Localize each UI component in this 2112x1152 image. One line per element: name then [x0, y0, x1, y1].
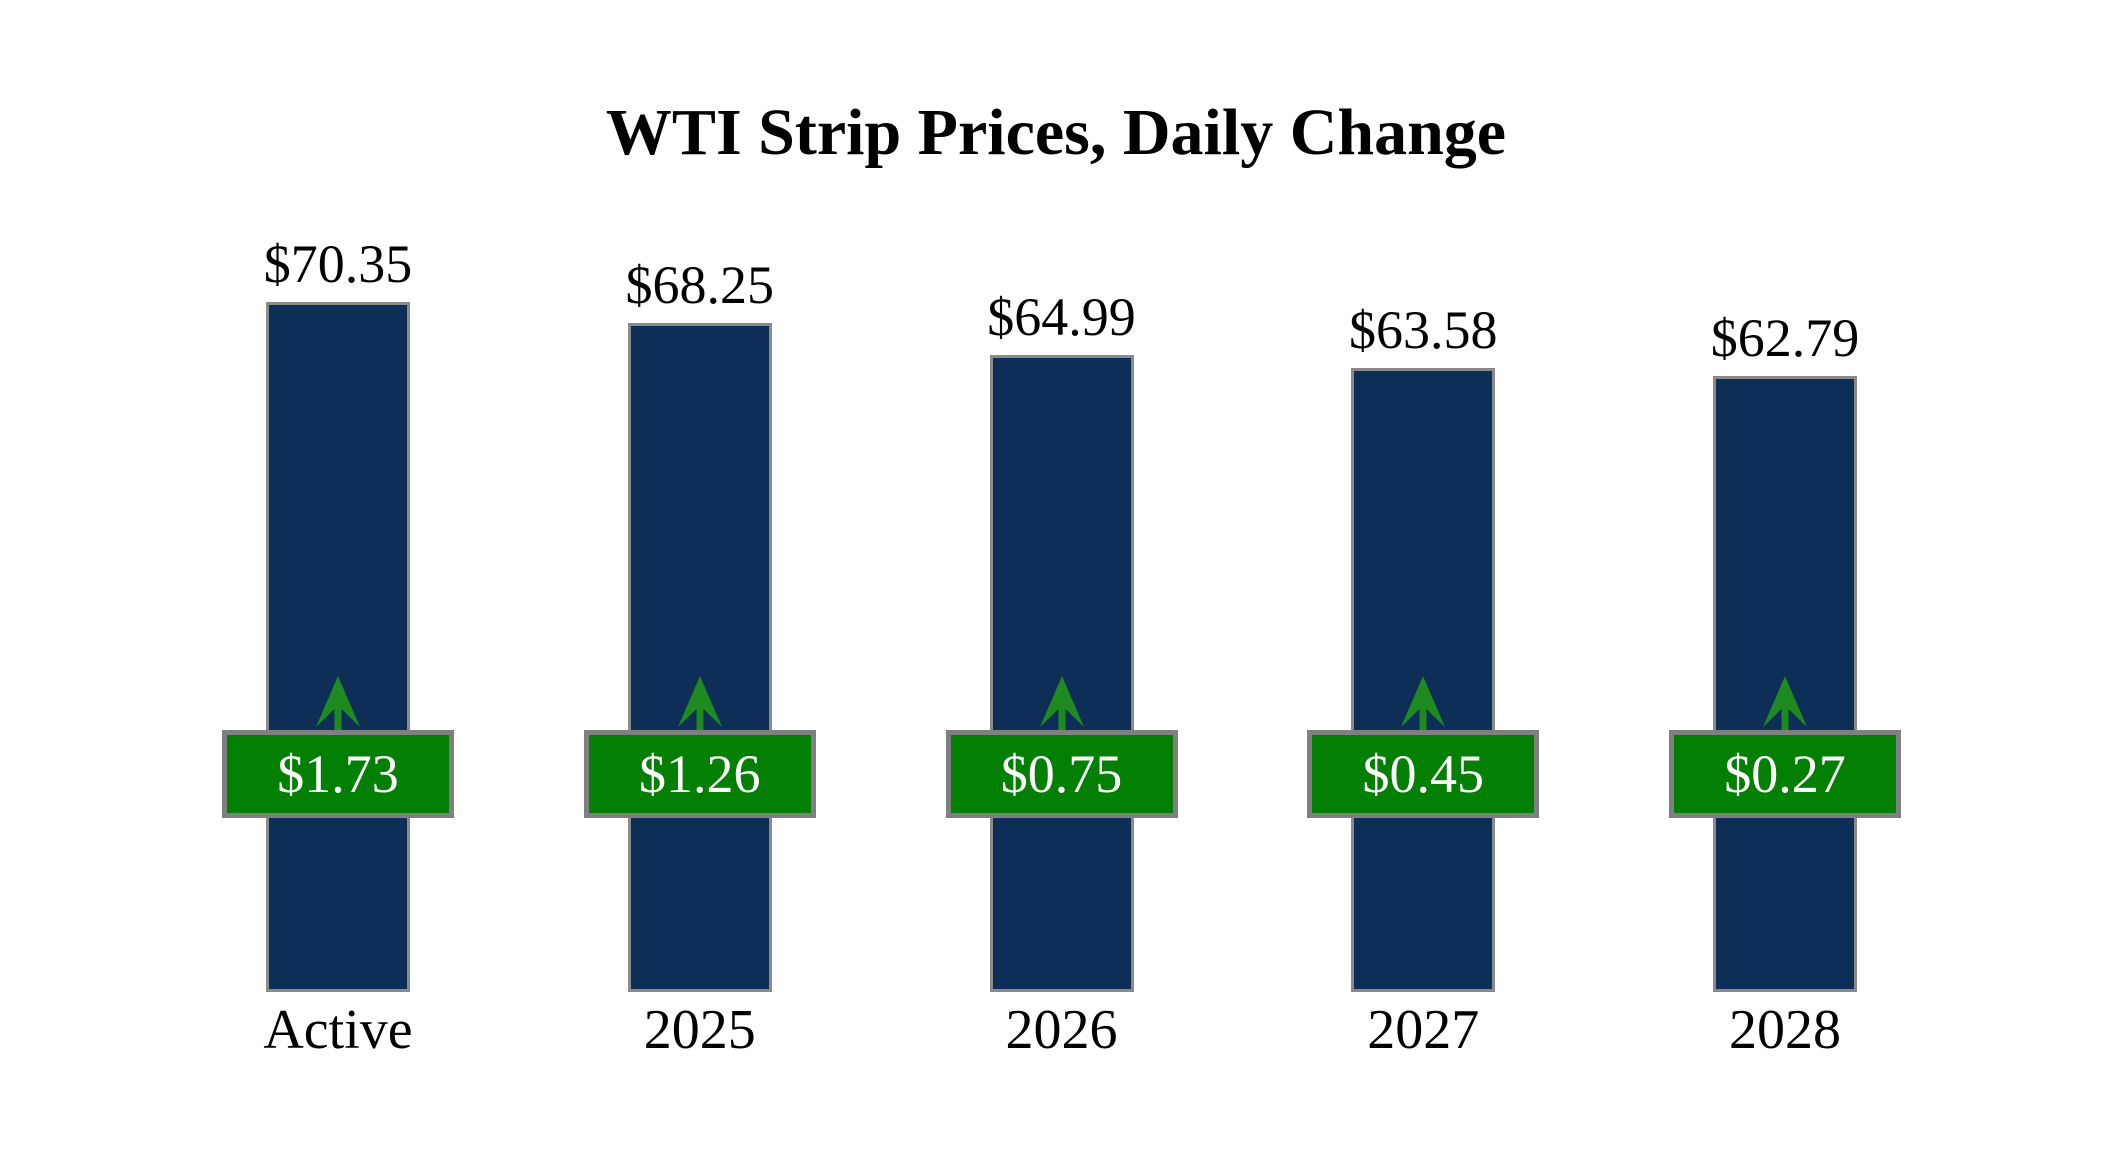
- category-label: 2025: [643, 999, 756, 1061]
- category-label: Active: [263, 999, 413, 1061]
- up-arrow-icon: [1401, 676, 1446, 733]
- price-bar: [266, 302, 410, 992]
- up-arrow-icon: [677, 676, 722, 733]
- change-badge: $0.75: [945, 730, 1178, 818]
- price-bar: [1351, 368, 1496, 992]
- change-badge: $1.73: [222, 730, 454, 818]
- price-bar: [627, 323, 772, 992]
- price-label: $64.99: [987, 287, 1136, 347]
- price-bar: [989, 355, 1134, 992]
- change-badge: $0.45: [1307, 730, 1540, 818]
- category-label: 2028: [1729, 999, 1841, 1061]
- price-label: $70.35: [263, 234, 413, 294]
- change-label: $0.45: [1362, 744, 1485, 804]
- change-label: $0.27: [1724, 744, 1846, 804]
- price-label: $63.58: [1349, 300, 1498, 360]
- change-badge: $1.26: [583, 730, 816, 818]
- chart-title: WTI Strip Prices, Daily Change: [605, 96, 1507, 169]
- up-arrow-icon: [316, 676, 360, 733]
- price-label: $62.79: [1710, 308, 1860, 368]
- change-badge: $0.27: [1669, 730, 1901, 818]
- up-arrow-icon: [1763, 676, 1807, 733]
- up-arrow-icon: [1039, 676, 1084, 733]
- category-label: 2026: [1005, 999, 1118, 1061]
- change-label: $0.75: [1000, 744, 1123, 804]
- change-label: $1.73: [277, 744, 399, 804]
- category-label: 2027: [1367, 999, 1480, 1061]
- price-label: $68.25: [625, 255, 775, 315]
- change-label: $1.26: [639, 744, 761, 804]
